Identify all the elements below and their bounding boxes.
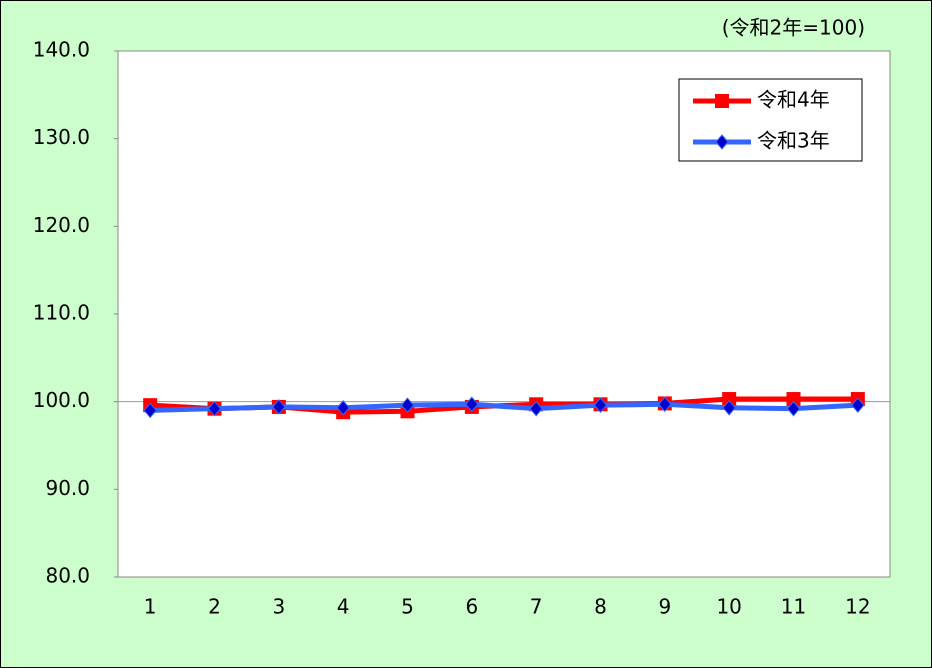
marker xyxy=(143,402,157,419)
series-line xyxy=(150,401,858,413)
marker xyxy=(272,399,286,415)
marker xyxy=(207,400,222,417)
marker xyxy=(465,396,479,413)
legend-box xyxy=(678,78,863,162)
x-tick-label: 6 xyxy=(465,595,478,619)
marker xyxy=(786,392,801,407)
marker xyxy=(715,94,729,108)
x-tick-label: 5 xyxy=(401,595,414,619)
marker xyxy=(529,400,543,417)
x-tick-label: 12 xyxy=(845,595,870,619)
marker xyxy=(400,397,415,413)
x-tick-label: 1 xyxy=(144,595,157,619)
x-tick-label: 2 xyxy=(208,595,221,619)
marker xyxy=(722,392,737,407)
y-tick-label: 130.0 xyxy=(33,125,90,149)
x-tick-label: 11 xyxy=(781,595,806,619)
legend-label: 令和3年 xyxy=(757,129,830,153)
y-tick-label: 80.0 xyxy=(45,564,90,588)
y-tick-label: 140.0 xyxy=(33,38,90,62)
y-tick-label: 90.0 xyxy=(45,476,90,500)
x-tick-label: 10 xyxy=(716,595,741,619)
y-tick-label: 110.0 xyxy=(33,301,90,325)
x-tick-label: 4 xyxy=(337,595,350,619)
marker xyxy=(336,400,350,416)
x-tick-label: 9 xyxy=(658,595,671,619)
marker xyxy=(851,397,865,413)
x-tick-label: 8 xyxy=(594,595,607,619)
marker xyxy=(722,400,736,416)
y-tick-label: 120.0 xyxy=(33,213,90,237)
legend-label: 令和4年 xyxy=(757,88,830,112)
marker xyxy=(658,396,672,413)
x-tick-label: 7 xyxy=(530,595,543,619)
marker xyxy=(593,397,608,413)
marker xyxy=(786,400,801,417)
marker xyxy=(715,134,729,150)
annotation: (令和2年=100) xyxy=(722,16,865,40)
y-tick-label: 100.0 xyxy=(33,388,90,412)
x-tick-label: 3 xyxy=(272,595,285,619)
